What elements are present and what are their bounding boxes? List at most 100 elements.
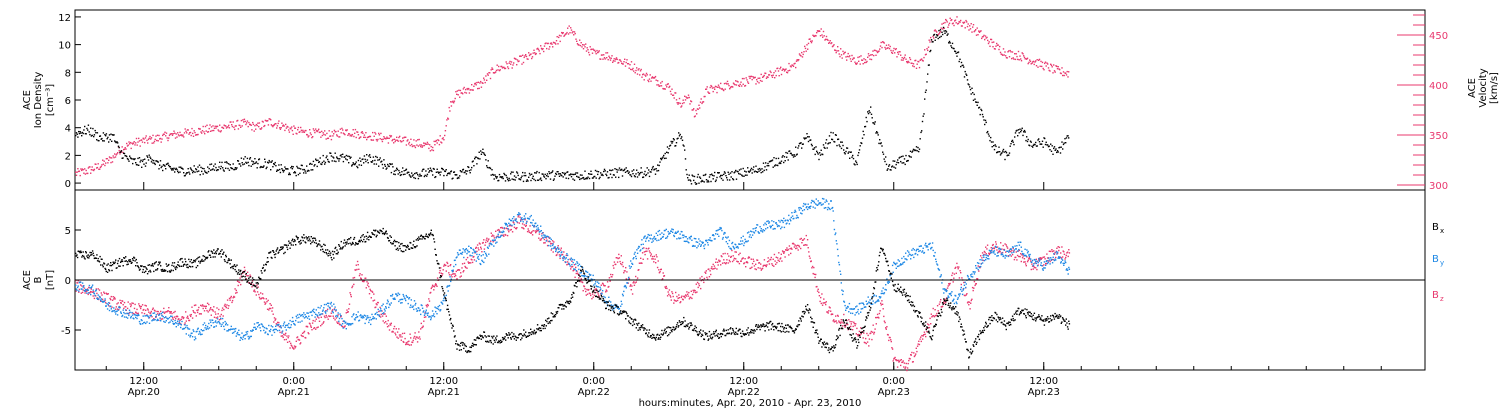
density-point — [229, 170, 230, 171]
velocity-point — [1027, 58, 1028, 59]
bz-point — [134, 304, 135, 305]
density-point — [842, 145, 843, 146]
velocity-point — [506, 61, 507, 62]
density-point — [106, 133, 107, 134]
density-point — [814, 147, 815, 148]
density-point — [392, 163, 393, 164]
density-point — [324, 163, 325, 164]
density-point — [410, 177, 411, 178]
density-point — [138, 165, 139, 166]
by-point — [457, 252, 458, 253]
velocity-point — [656, 80, 657, 81]
velocity-point — [880, 45, 881, 46]
density-point — [369, 154, 370, 155]
bz-point — [248, 275, 249, 276]
density-point — [724, 171, 725, 172]
bz-point — [631, 285, 632, 286]
bz-point — [375, 307, 376, 308]
bz-point — [439, 270, 440, 271]
bz-point — [342, 326, 343, 327]
bz-point — [423, 321, 424, 322]
by-point — [218, 321, 219, 322]
velocity-point — [332, 131, 333, 132]
by-point — [89, 287, 90, 288]
velocity-point — [701, 103, 702, 104]
bz-point — [888, 340, 889, 341]
bz-point — [626, 271, 627, 272]
density-point — [974, 94, 975, 95]
density-point — [827, 147, 828, 148]
bz-point — [174, 311, 175, 312]
density-point — [323, 161, 324, 162]
velocity-point — [532, 56, 533, 57]
velocity-point — [755, 83, 756, 84]
velocity-point — [956, 22, 957, 23]
density-point — [170, 168, 171, 169]
density-point — [266, 168, 267, 169]
bz-point — [629, 278, 630, 279]
density-point — [349, 156, 350, 157]
by-point — [194, 339, 195, 340]
bz-point — [356, 265, 357, 266]
by-point — [108, 302, 109, 303]
density-point — [983, 116, 984, 117]
bz-point — [295, 346, 296, 347]
bz-point — [880, 303, 881, 304]
bz-point — [1031, 269, 1032, 270]
density-point — [902, 162, 903, 163]
bz-point — [544, 242, 545, 243]
velocity-point — [1015, 59, 1016, 60]
bz-point — [161, 318, 162, 319]
velocity-point — [436, 140, 437, 141]
velocity-point — [389, 138, 390, 139]
density-point — [826, 139, 827, 140]
velocity-point — [1017, 59, 1018, 60]
density-point — [591, 174, 592, 175]
velocity-point — [557, 36, 558, 37]
density-point — [618, 177, 619, 178]
velocity-point — [632, 69, 633, 70]
bz-point — [826, 301, 827, 302]
density-point — [548, 176, 549, 177]
bz-point — [212, 309, 213, 310]
density-point — [830, 142, 831, 143]
density-point — [363, 162, 364, 163]
bz-point — [334, 319, 335, 320]
density-point — [558, 173, 559, 174]
velocity-point — [179, 135, 180, 136]
by-point — [329, 307, 330, 308]
by-point — [317, 315, 318, 316]
density-point — [609, 170, 610, 171]
velocity-point — [581, 42, 582, 43]
bz-point — [1028, 260, 1029, 261]
velocity-point — [122, 146, 123, 147]
velocity-point — [631, 61, 632, 62]
velocity-point — [182, 134, 183, 135]
density-point — [544, 176, 545, 177]
by-point — [438, 309, 439, 310]
density-point — [200, 167, 201, 168]
bz-point — [173, 319, 174, 320]
density-point — [199, 165, 200, 166]
by-point — [323, 309, 324, 310]
bz-point — [615, 264, 616, 265]
velocity-point — [650, 81, 651, 82]
velocity-point — [833, 44, 834, 45]
velocity-point — [527, 59, 528, 60]
velocity-point — [457, 90, 458, 91]
density-point — [801, 147, 802, 148]
density-point — [818, 159, 819, 160]
velocity-point — [701, 98, 702, 99]
density-point — [246, 163, 247, 164]
density-point — [137, 158, 138, 159]
density-point — [128, 161, 129, 162]
velocity-point — [689, 97, 690, 98]
velocity-point — [605, 58, 606, 59]
bz-point — [884, 321, 885, 322]
velocity-point — [893, 48, 894, 49]
bz-point — [406, 343, 407, 344]
density-point — [422, 170, 423, 171]
velocity-point — [427, 142, 428, 143]
density-point — [614, 174, 615, 175]
bz-point — [275, 318, 276, 319]
